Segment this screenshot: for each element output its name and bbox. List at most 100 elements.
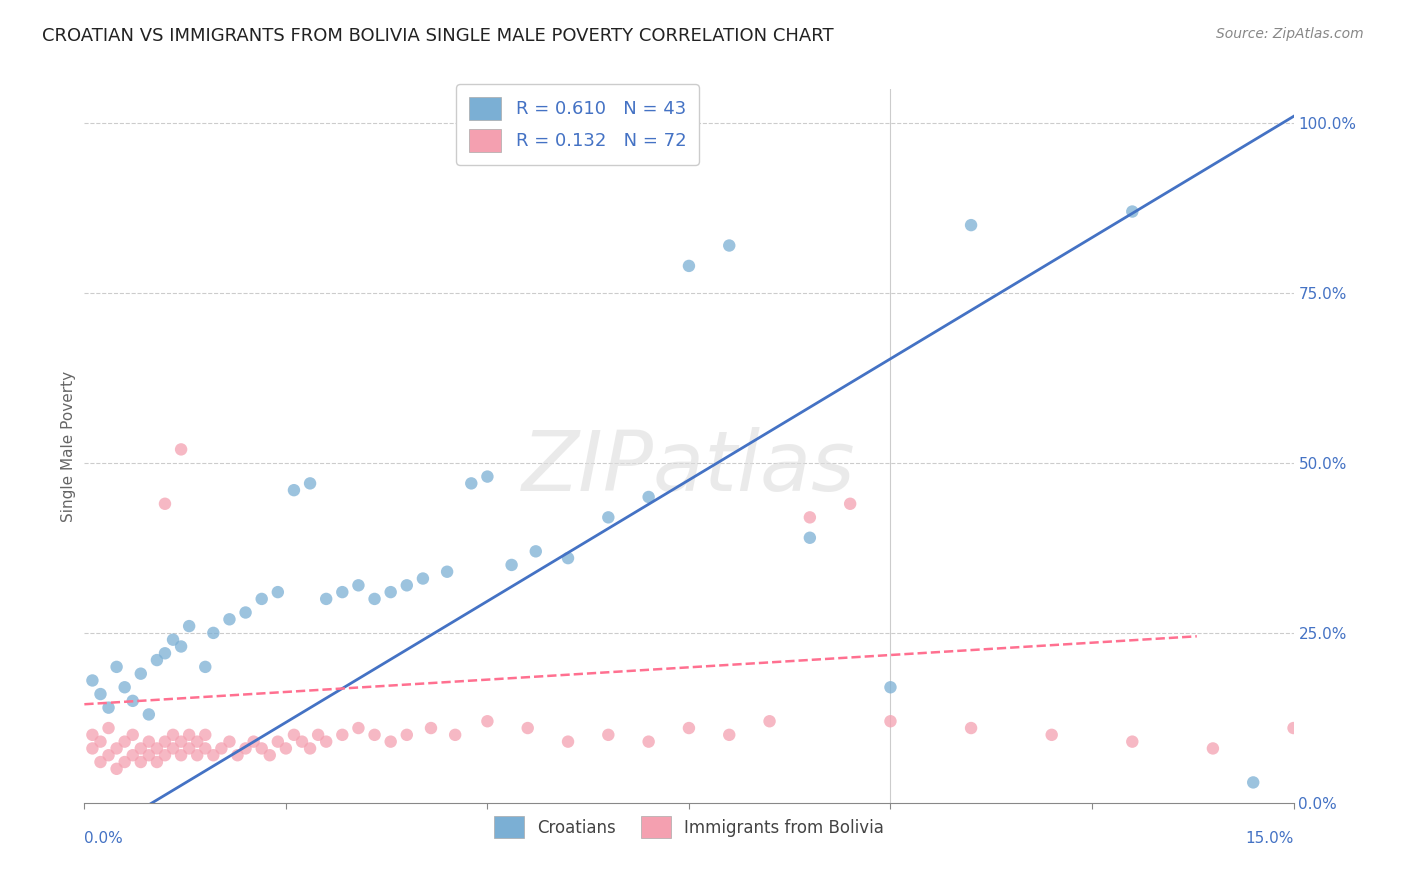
Point [299,741,322,756]
Point [678,259,700,273]
Point [299,476,322,491]
Point [121,728,143,742]
Point [202,748,225,763]
Point [460,476,482,491]
Point [138,734,160,748]
Point [395,578,418,592]
Point [678,721,700,735]
Point [105,660,128,674]
Point [960,721,983,735]
Point [170,734,193,748]
Point [153,748,176,763]
Point [218,612,240,626]
Point [194,660,217,674]
Point [330,728,353,742]
Point [1362,728,1385,742]
Point [170,442,193,457]
Point [146,755,169,769]
Point [89,687,111,701]
Point [1282,721,1305,735]
Point [960,218,983,232]
Point [758,714,780,729]
Point [524,544,547,558]
Point [121,694,143,708]
Point [202,626,225,640]
Point [179,728,201,742]
Point [186,734,208,748]
Point [226,748,249,763]
Point [242,734,264,748]
Point [501,558,523,572]
Text: 0.0%: 0.0% [84,831,124,847]
Point [153,734,176,748]
Text: Source: ZipAtlas.com: Source: ZipAtlas.com [1216,27,1364,41]
Point [194,728,217,742]
Text: ZIPatlas: ZIPatlas [522,427,856,508]
Y-axis label: Single Male Poverty: Single Male Poverty [60,370,76,522]
Point [250,741,273,756]
Point [129,741,152,756]
Point [444,728,467,742]
Point [179,741,201,756]
Point [114,755,136,769]
Point [153,497,176,511]
Point [97,700,120,714]
Point [839,497,862,511]
Point [259,748,281,763]
Point [162,632,184,647]
Text: 15.0%: 15.0% [1246,831,1294,847]
Point [1202,741,1225,756]
Point [637,734,659,748]
Point [637,490,659,504]
Point [235,741,257,756]
Point [307,728,329,742]
Point [879,714,901,729]
Point [1121,204,1143,219]
Point [516,721,538,735]
Point [477,714,499,729]
Point [799,510,821,524]
Point [598,510,620,524]
Point [186,748,208,763]
Point [412,572,434,586]
Point [315,591,337,606]
Point [380,734,402,748]
Point [1241,775,1264,789]
Point [436,565,458,579]
Point [162,741,184,756]
Point [138,748,160,763]
Point [194,741,217,756]
Text: CROATIAN VS IMMIGRANTS FROM BOLIVIA SINGLE MALE POVERTY CORRELATION CHART: CROATIAN VS IMMIGRANTS FROM BOLIVIA SING… [42,27,834,45]
Point [82,741,104,756]
Point [89,734,111,748]
Point [1121,734,1143,748]
Point [283,728,305,742]
Point [557,734,579,748]
Point [82,728,104,742]
Point [598,728,620,742]
Point [114,680,136,694]
Point [347,721,370,735]
Point [179,619,201,633]
Point [97,721,120,735]
Point [718,238,741,252]
Point [267,585,290,599]
Point [121,748,143,763]
Point [129,755,152,769]
Point [879,680,901,694]
Point [235,606,257,620]
Point [170,640,193,654]
Point [267,734,290,748]
Point [315,734,337,748]
Point [1040,728,1063,742]
Point [138,707,160,722]
Point [218,734,240,748]
Point [105,741,128,756]
Point [209,741,232,756]
Legend: Croatians, Immigrants from Bolivia: Croatians, Immigrants from Bolivia [486,810,891,845]
Point [363,728,385,742]
Point [89,755,111,769]
Point [283,483,305,498]
Point [146,653,169,667]
Point [82,673,104,688]
